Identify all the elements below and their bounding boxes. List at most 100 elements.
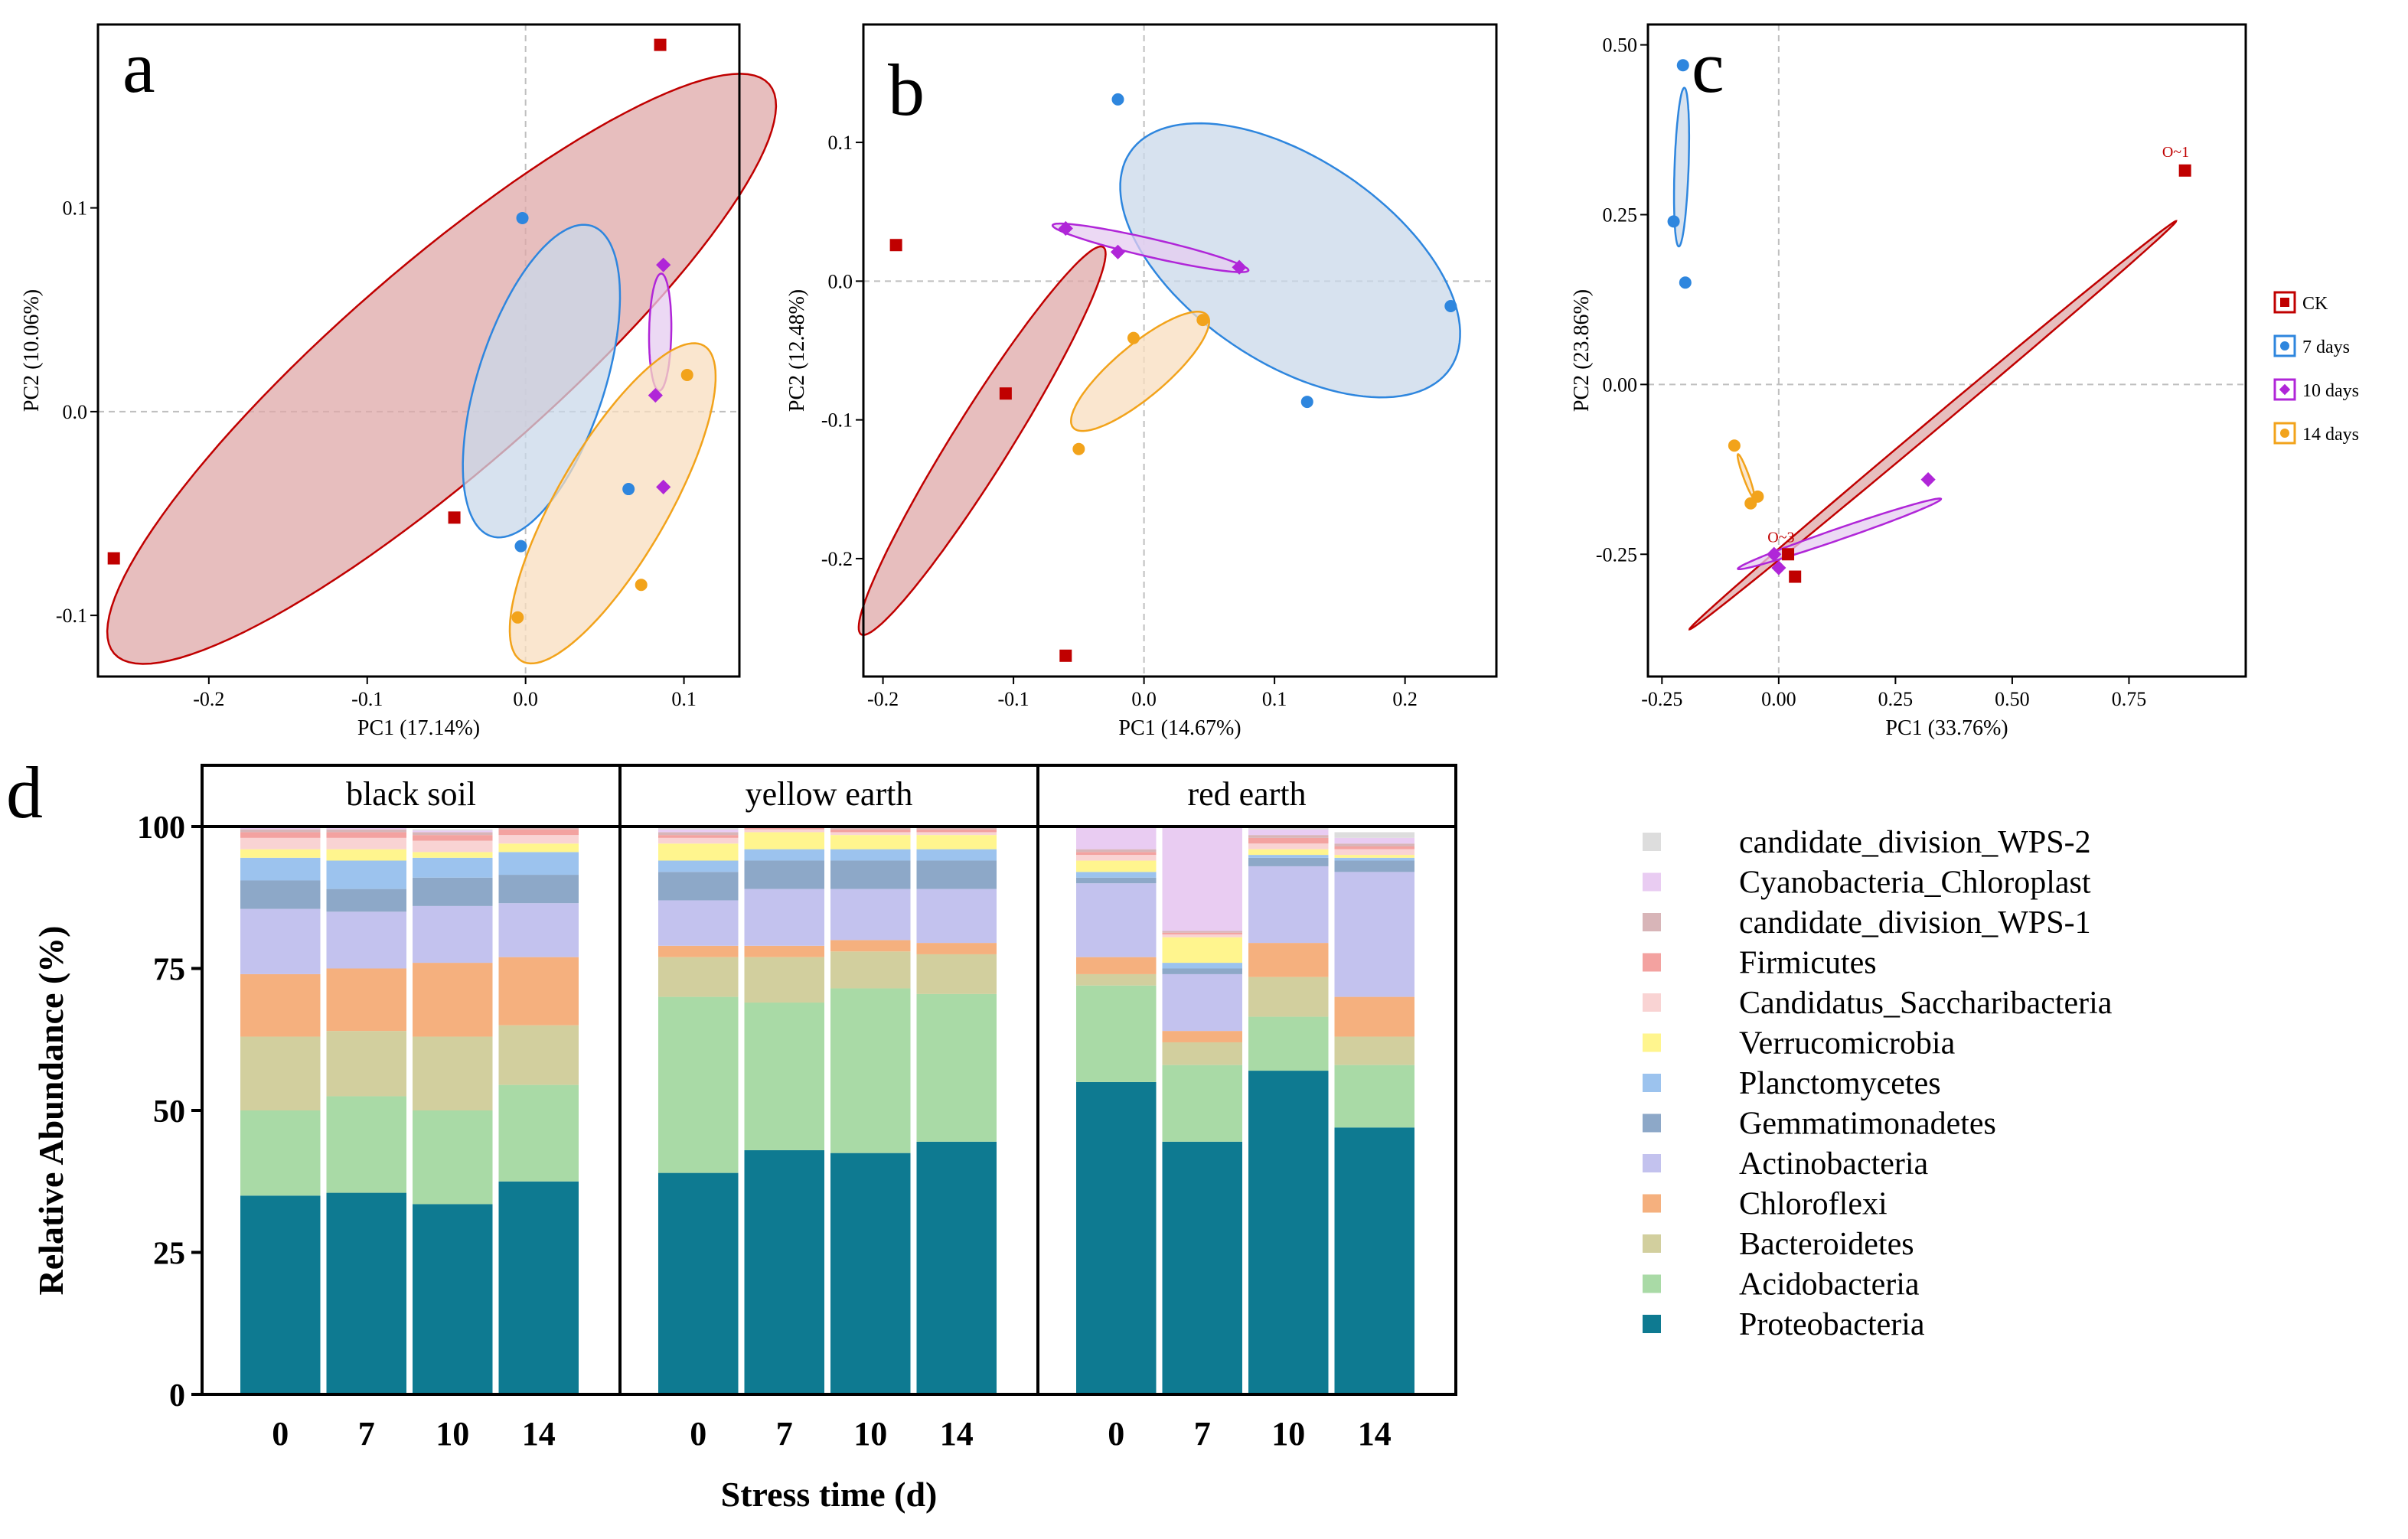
- bar-segment: [1248, 866, 1329, 944]
- confidence-ellipse-d14: [1736, 453, 1756, 500]
- bar-segment: [1248, 857, 1329, 866]
- bar-segment: [830, 940, 911, 952]
- x-tick-label: -0.1: [998, 688, 1029, 710]
- bar-segment: [498, 1181, 579, 1394]
- bar-segment: [413, 830, 493, 833]
- pca-panel-b: -0.2 -0.1 0.0 0.1 0.2 -0.2 -0.1 0.0 0.1 PC1 (14.6…: [785, 23, 1498, 740]
- point-d7: [1111, 93, 1124, 106]
- bar-segment: [1162, 968, 1242, 974]
- point-d10: [648, 387, 663, 403]
- point-ck: [107, 552, 120, 565]
- bar-segment: [744, 945, 824, 957]
- point-d14: [1072, 442, 1085, 455]
- pca-legend: CK 7 days 10 days 14 days: [2273, 291, 2359, 445]
- bar-segment: [240, 973, 321, 1037]
- y-tick-label: 0.0: [828, 270, 853, 292]
- bar-segment: [413, 840, 493, 853]
- legend-swatch: [1643, 1194, 1661, 1213]
- legend-marker-d7: [2280, 341, 2289, 351]
- bar-segment: [1076, 852, 1157, 856]
- bar-segment: [1076, 957, 1157, 974]
- bar-segment: [498, 875, 579, 904]
- bar-segment: [1076, 973, 1157, 986]
- legend-swatch: [1643, 872, 1661, 892]
- bar-segment: [413, 832, 493, 836]
- bar-segment: [1248, 1016, 1329, 1071]
- x-tick-label: 0.0: [1131, 688, 1157, 710]
- legend-label: Acidobacteria: [1739, 1267, 1920, 1303]
- bar-segment: [1076, 985, 1157, 1082]
- bar-segment: [1334, 857, 1414, 861]
- panel-letter: c: [1692, 26, 1724, 108]
- y-tick-label: 100: [137, 810, 185, 846]
- bar-segment: [744, 860, 824, 889]
- bar-segment: [413, 963, 493, 1037]
- point-d14: [1751, 490, 1764, 503]
- bar-segment: [1076, 849, 1157, 853]
- bar-segment: [1334, 872, 1414, 997]
- bar-segment: [916, 889, 997, 944]
- confidence-ellipse-d7: [1672, 86, 1691, 248]
- bar-segment: [1162, 937, 1242, 964]
- point-d10: [1232, 259, 1247, 275]
- bar-segment: [658, 843, 739, 861]
- bar-segment: [916, 993, 997, 1142]
- legend-swatch: [1643, 1113, 1661, 1133]
- bar-segment: [1334, 837, 1414, 844]
- facet-label: black soil: [346, 775, 476, 813]
- y-tick-label: 50: [153, 1094, 185, 1130]
- point-d10: [1058, 220, 1073, 236]
- point-d14: [1728, 439, 1741, 452]
- legend-label-d7: 7 days: [2302, 337, 2350, 357]
- bar-segment: [240, 832, 321, 838]
- y-axis-label: PC2 (10.06%): [20, 289, 44, 412]
- bar-segment: [413, 1110, 493, 1205]
- bar-segment: [498, 843, 579, 853]
- x-tick-label: -0.25: [1641, 688, 1682, 710]
- bar-segment: [240, 827, 321, 830]
- bar-segment: [658, 832, 739, 836]
- bar-segment: [498, 835, 579, 844]
- bar-segment: [1248, 977, 1329, 1017]
- pca-panel-c: O~1 O~3 -0.25 0.00 0.25 0.50 0.75 -0.25 0.00 0.25…: [1570, 23, 2247, 740]
- bar-segment: [498, 852, 579, 875]
- phylum-legend: candidate_division_WPS-2 Cyanobacteria_Ch…: [1643, 825, 2113, 1342]
- plot-frame: [96, 23, 741, 678]
- bar-segment: [1162, 963, 1242, 969]
- bar-segment: [1248, 943, 1329, 977]
- plot-frame: [1646, 23, 2247, 678]
- bar-segment: [1076, 877, 1157, 884]
- bar-segment: [830, 835, 911, 849]
- bar-segment: [240, 1110, 321, 1196]
- bar-segment: [326, 849, 406, 861]
- y-axis-label: PC2 (12.48%): [785, 289, 809, 412]
- confidence-ellipse-d7: [1119, 122, 1461, 399]
- bar-segment: [326, 889, 406, 912]
- bar-segment: [1248, 829, 1329, 836]
- bar-segment: [916, 1141, 997, 1394]
- bar-segment: [744, 1003, 824, 1150]
- bar-segment: [830, 832, 911, 836]
- point-d14: [1127, 331, 1140, 344]
- bar-segment: [326, 1031, 406, 1097]
- legend-label: Gemmatimonadetes: [1739, 1107, 1996, 1142]
- legend-swatch: [1643, 953, 1661, 972]
- bar-segment: [1162, 1141, 1242, 1394]
- bar-segment: [413, 1036, 493, 1110]
- point-ck: [999, 387, 1012, 400]
- confidence-ellipse-d14: [508, 342, 717, 665]
- y-tick-label: 25: [153, 1237, 185, 1272]
- bar-segment: [744, 832, 824, 849]
- x-axis-label: PC1 (14.67%): [1118, 716, 1241, 740]
- point-d14: [511, 611, 524, 624]
- y-tick-label: -0.25: [1596, 543, 1637, 566]
- x-tick-label: 0.50: [1995, 688, 2030, 710]
- bar-segment: [1334, 860, 1414, 872]
- x-tick-label: 0: [1108, 1415, 1124, 1453]
- legend-label: Actinobacteria: [1739, 1146, 1929, 1182]
- y-tick-label: 0.00: [1603, 373, 1638, 396]
- x-tick-label: 0.0: [513, 688, 538, 710]
- point-d7: [516, 211, 529, 224]
- bar-segment: [658, 900, 739, 946]
